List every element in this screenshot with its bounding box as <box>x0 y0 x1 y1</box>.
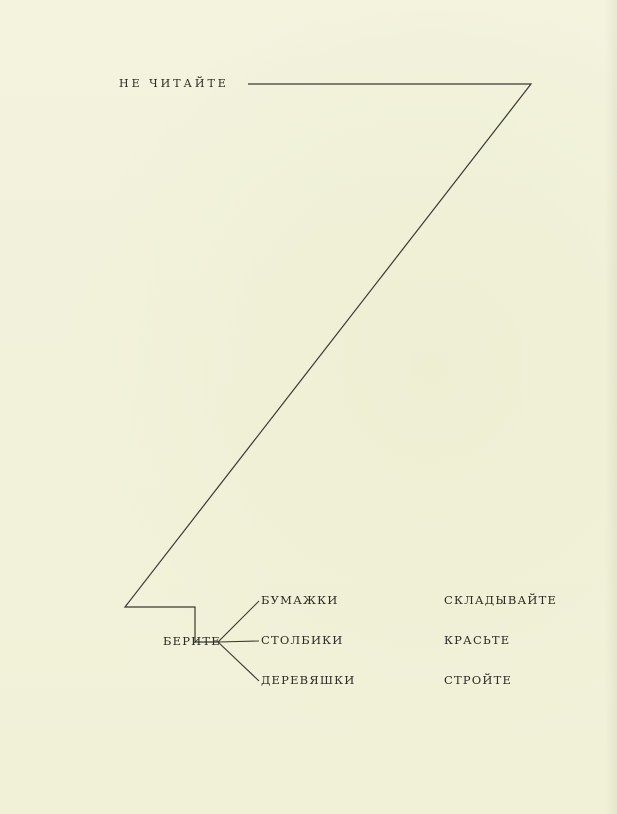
action-label-paint: КРАСЬТЕ <box>444 633 511 647</box>
object-label-wood: ДЕРЕВЯШКИ <box>261 673 356 687</box>
object-label-paper: БУМАЖКИ <box>261 593 339 607</box>
branch-line-top <box>217 600 260 643</box>
branch-line-middle <box>217 640 260 643</box>
action-label-fold: СКЛАДЫВАЙТЕ <box>444 593 558 607</box>
z-stroke <box>123 83 533 643</box>
take-label: БЕРИТЕ <box>163 634 221 648</box>
action-label-build: СТРОЙТЕ <box>444 673 513 687</box>
object-label-posts: СТОЛБИКИ <box>261 633 344 647</box>
page-edge-shadow <box>605 0 617 814</box>
branch-line-bottom <box>217 641 260 682</box>
page-title: НЕ ЧИТАЙТЕ <box>119 77 229 90</box>
